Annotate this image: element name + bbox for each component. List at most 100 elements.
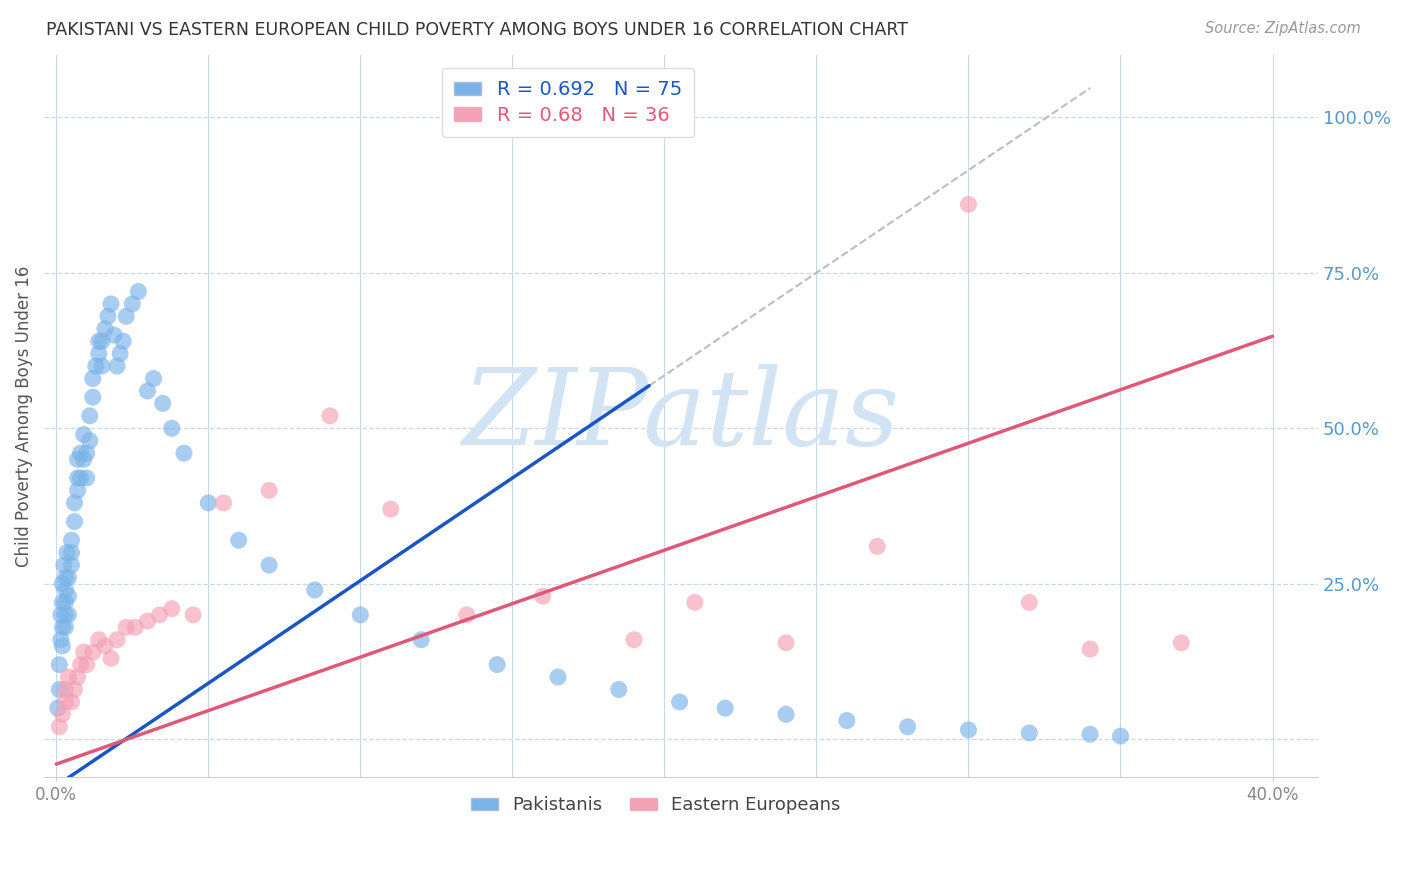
Point: [160, 421, 183, 435]
Point: [623, 632, 645, 647]
Point: [49, 632, 72, 647]
Point: [58, 570, 80, 584]
Point: [46, 701, 69, 715]
Point: [76, 446, 98, 460]
Point: [257, 558, 280, 573]
Point: [714, 701, 737, 715]
Y-axis label: Child Poverty Among Boys Under 16: Child Poverty Among Boys Under 16: [15, 265, 32, 566]
Point: [58, 670, 80, 684]
Point: [775, 636, 797, 650]
Point: [51, 639, 73, 653]
Legend: Pakistanis, Eastern Europeans: Pakistanis, Eastern Europeans: [464, 789, 848, 822]
Point: [866, 540, 889, 554]
Point: [48, 657, 70, 672]
Point: [97, 310, 120, 324]
Point: [87, 334, 110, 349]
Point: [103, 328, 125, 343]
Point: [212, 496, 235, 510]
Point: [49, 607, 72, 622]
Point: [82, 390, 104, 404]
Point: [105, 632, 128, 647]
Point: [87, 346, 110, 360]
Point: [897, 720, 920, 734]
Point: [124, 620, 146, 634]
Point: [55, 582, 77, 597]
Point: [142, 371, 165, 385]
Point: [181, 607, 204, 622]
Point: [66, 670, 89, 684]
Point: [257, 483, 280, 498]
Point: [79, 409, 101, 423]
Point: [411, 632, 433, 647]
Point: [52, 558, 75, 573]
Point: [58, 589, 80, 603]
Point: [66, 483, 89, 498]
Point: [547, 670, 569, 684]
Point: [127, 285, 149, 299]
Point: [51, 595, 73, 609]
Point: [228, 533, 250, 548]
Point: [105, 359, 128, 373]
Point: [1109, 729, 1132, 743]
Point: [108, 346, 131, 360]
Point: [149, 607, 172, 622]
Point: [90, 359, 112, 373]
Point: [152, 396, 174, 410]
Point: [60, 558, 83, 573]
Point: [55, 695, 77, 709]
Point: [1170, 636, 1192, 650]
Point: [84, 359, 107, 373]
Point: [48, 720, 70, 734]
Point: [607, 682, 630, 697]
Point: [69, 471, 91, 485]
Point: [79, 434, 101, 448]
Point: [63, 515, 86, 529]
Point: [349, 607, 371, 622]
Point: [121, 297, 143, 311]
Point: [304, 582, 326, 597]
Point: [58, 607, 80, 622]
Point: [63, 496, 86, 510]
Point: [55, 607, 77, 622]
Point: [835, 714, 858, 728]
Point: [72, 645, 94, 659]
Point: [115, 310, 138, 324]
Point: [1018, 595, 1040, 609]
Point: [94, 639, 117, 653]
Point: [66, 471, 89, 485]
Point: [456, 607, 478, 622]
Point: [55, 570, 77, 584]
Point: [197, 496, 219, 510]
Point: [56, 546, 79, 560]
Point: [668, 695, 690, 709]
Point: [48, 682, 70, 697]
Point: [72, 452, 94, 467]
Point: [51, 707, 73, 722]
Point: [66, 452, 89, 467]
Text: PAKISTANI VS EASTERN EUROPEAN CHILD POVERTY AMONG BOYS UNDER 16 CORRELATION CHAR: PAKISTANI VS EASTERN EUROPEAN CHILD POVE…: [46, 21, 908, 39]
Point: [60, 695, 83, 709]
Point: [76, 471, 98, 485]
Point: [87, 632, 110, 647]
Point: [51, 576, 73, 591]
Point: [55, 682, 77, 697]
Point: [82, 371, 104, 385]
Point: [380, 502, 402, 516]
Point: [531, 589, 554, 603]
Point: [319, 409, 342, 423]
Point: [1078, 727, 1101, 741]
Text: ZIPatlas: ZIPatlas: [463, 364, 900, 467]
Point: [957, 723, 980, 737]
Point: [173, 446, 195, 460]
Point: [486, 657, 509, 672]
Point: [55, 620, 77, 634]
Point: [82, 645, 104, 659]
Point: [136, 614, 159, 628]
Point: [160, 601, 183, 615]
Point: [69, 657, 91, 672]
Point: [1018, 726, 1040, 740]
Point: [136, 384, 159, 398]
Point: [60, 533, 83, 548]
Point: [775, 707, 797, 722]
Point: [94, 322, 117, 336]
